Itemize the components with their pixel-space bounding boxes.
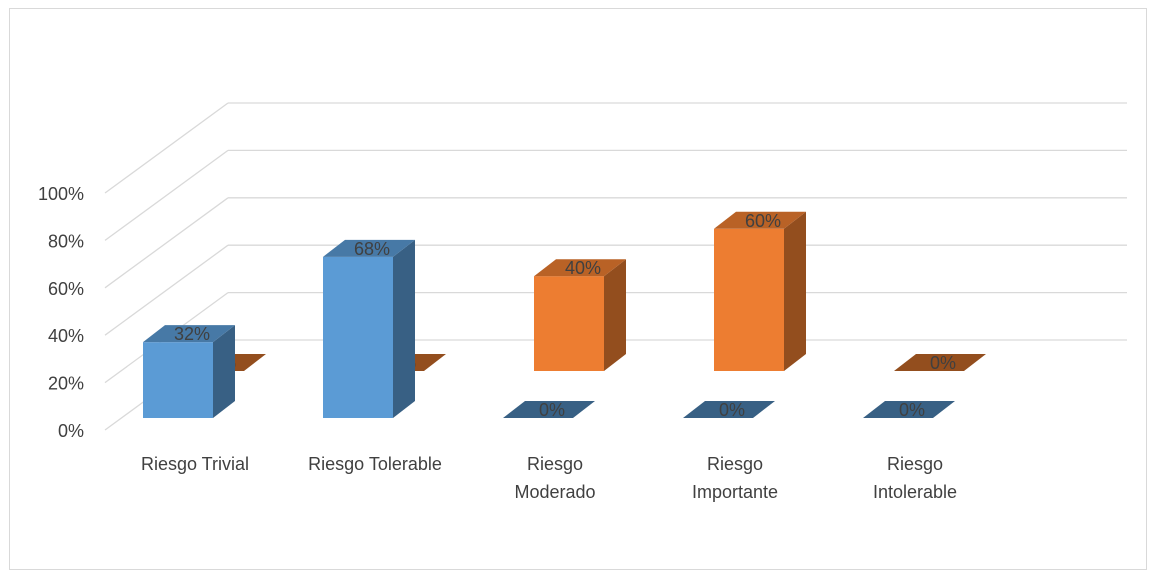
bar-front: [534, 276, 604, 371]
category-label: Moderado: [514, 482, 595, 502]
category-label: Riesgo: [887, 454, 943, 474]
gridline-diagonal: [104, 102, 229, 194]
y-tick-label: 100%: [38, 184, 84, 204]
category-label: Riesgo Trivial: [141, 454, 249, 474]
y-tick-label: 60%: [48, 279, 84, 299]
data-label: 68%: [354, 239, 390, 259]
bar-top: [503, 401, 595, 418]
bar-front: [323, 256, 393, 418]
bar-side: [213, 325, 235, 418]
data-label: 32%: [174, 324, 210, 344]
category-label: Riesgo Tolerable: [308, 454, 442, 474]
bar-side: [784, 211, 806, 371]
data-label: 0%: [899, 400, 925, 420]
bar-top: [534, 259, 626, 277]
gridline-diagonal: [104, 197, 229, 289]
category-label: Intolerable: [873, 482, 957, 502]
bar-side: [604, 259, 626, 371]
bar-top: [143, 325, 235, 343]
category-label: Riesgo: [707, 454, 763, 474]
bar-top: [714, 211, 806, 229]
bar-front: [714, 228, 784, 371]
gridline-diagonal: [104, 149, 229, 241]
y-tick-label: 0%: [58, 421, 84, 441]
data-label: 0%: [719, 400, 745, 420]
y-tick-label: 40%: [48, 326, 84, 346]
data-label: 0%: [539, 400, 565, 420]
bar-top: [894, 354, 986, 371]
data-label: 40%: [565, 258, 601, 278]
bar-side: [393, 239, 415, 418]
data-label: 60%: [745, 211, 781, 231]
bar-top: [863, 401, 955, 418]
category-label: Importante: [692, 482, 778, 502]
y-tick-label: 80%: [48, 231, 84, 251]
gridline-diagonal: [104, 244, 229, 336]
category-label: Riesgo: [527, 454, 583, 474]
y-tick-label: 20%: [48, 374, 84, 394]
bar-top: [323, 239, 415, 257]
data-label: 0%: [930, 353, 956, 373]
bar-top: [683, 401, 775, 418]
bar-front: [143, 342, 213, 418]
